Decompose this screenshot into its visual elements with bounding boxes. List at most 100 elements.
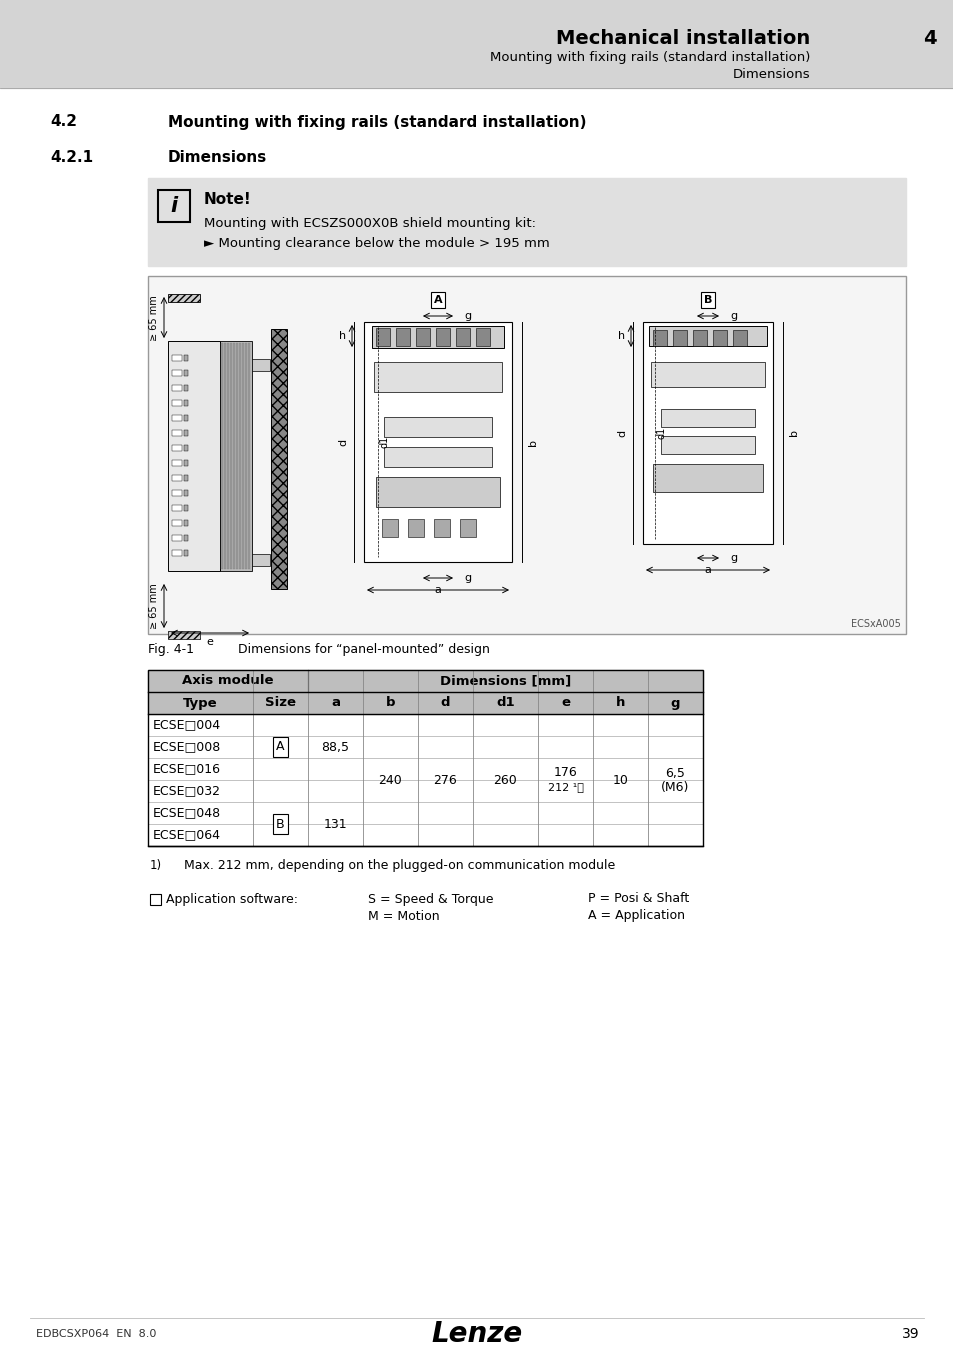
Bar [375,328,390,346]
Text: S = Speed & Torque: S = Speed & Torque [368,892,493,906]
Text: ► Mounting clearance below the module > 195 mm: ► Mounting clearance below the module > … [204,236,549,250]
Bar [650,362,764,387]
Bar [172,414,182,421]
Text: 260: 260 [493,774,517,787]
Text: ECSxA005: ECSxA005 [850,620,900,629]
Text: g: g [463,572,471,583]
Bar [660,409,754,427]
Bar [172,400,182,406]
Bar [459,518,476,537]
Bar [227,343,229,568]
Bar [148,275,905,634]
Text: Lenze: Lenze [431,1320,522,1349]
Text: 131: 131 [323,818,347,830]
Bar [172,475,182,481]
Bar [224,343,226,568]
Bar [245,343,247,568]
Text: Fig. 4-1: Fig. 4-1 [148,644,193,656]
Bar [242,343,244,568]
Text: i: i [171,196,177,216]
Text: h: h [338,331,346,342]
Bar [172,535,182,541]
Bar [158,190,190,221]
Text: 6,5: 6,5 [665,767,684,779]
Text: b: b [385,697,395,710]
Bar [184,414,188,421]
Bar [220,342,252,571]
Bar [308,670,702,693]
Text: d: d [617,429,626,436]
Bar [148,714,702,736]
Bar [252,554,270,566]
Bar [148,693,702,714]
Bar [692,329,706,346]
Text: EDBCSXP064  EN  8.0: EDBCSXP064 EN 8.0 [36,1328,156,1339]
Bar [148,824,702,846]
Text: ECSE□048: ECSE□048 [152,806,221,819]
Bar [230,343,232,568]
Text: M = Motion: M = Motion [368,910,439,922]
Bar [172,370,182,377]
Bar [172,385,182,391]
Text: P = Posi & Shaft: P = Posi & Shaft [587,892,688,906]
Text: 240: 240 [378,774,402,787]
Bar [235,343,237,568]
Bar [642,323,772,544]
Bar [476,328,490,346]
Text: ECSE□064: ECSE□064 [152,829,221,841]
Text: b: b [527,439,537,446]
Text: Mounting with fixing rails (standard installation): Mounting with fixing rails (standard ins… [168,115,586,130]
Bar [271,329,287,589]
Text: Type: Type [183,697,217,710]
Text: 4.2.1: 4.2.1 [50,150,93,166]
Text: e: e [560,697,569,710]
Bar [372,325,503,348]
Bar [172,431,182,436]
Bar [172,505,182,512]
Bar [172,355,182,360]
Bar [148,178,905,266]
Text: Mounting with ECSZS000X0B shield mounting kit:: Mounting with ECSZS000X0B shield mountin… [204,216,536,230]
Text: 88,5: 88,5 [321,741,349,753]
Text: 10: 10 [612,774,628,787]
Text: Dimensions for “panel-mounted” design: Dimensions for “panel-mounted” design [237,644,489,656]
Text: h: h [618,331,624,342]
Text: g: g [463,310,471,321]
Text: ECSE□032: ECSE□032 [152,784,221,798]
Text: (M6): (M6) [660,780,689,794]
Bar [652,464,762,491]
Text: A: A [434,296,442,305]
Bar [434,518,450,537]
Text: g: g [729,310,737,321]
Bar [172,446,182,451]
Bar [408,518,423,537]
Text: ≥ 65 mm: ≥ 65 mm [149,583,159,629]
Text: b: b [788,429,799,436]
Bar [712,329,726,346]
Bar [184,475,188,481]
Bar [148,802,702,824]
Text: Max. 212 mm, depending on the plugged-on communication module: Max. 212 mm, depending on the plugged-on… [184,860,615,872]
Bar [384,417,492,437]
Text: ≥ 65 mm: ≥ 65 mm [149,296,159,342]
Text: Note!: Note! [204,193,252,208]
Bar [375,477,499,508]
Bar [381,518,397,537]
Text: 4: 4 [923,28,936,47]
Text: Size: Size [265,697,295,710]
Text: B: B [276,818,285,830]
Bar [150,894,161,904]
Bar [233,343,234,568]
Text: e: e [207,637,213,647]
Bar [384,447,492,467]
Bar [456,328,470,346]
Bar [184,460,188,466]
Bar [395,328,410,346]
Text: d: d [440,697,450,710]
Text: Dimensions: Dimensions [732,68,809,81]
Bar [172,549,182,556]
Bar [184,400,188,406]
Bar [148,736,702,757]
Bar [168,294,200,302]
Text: A = Application: A = Application [587,910,684,922]
